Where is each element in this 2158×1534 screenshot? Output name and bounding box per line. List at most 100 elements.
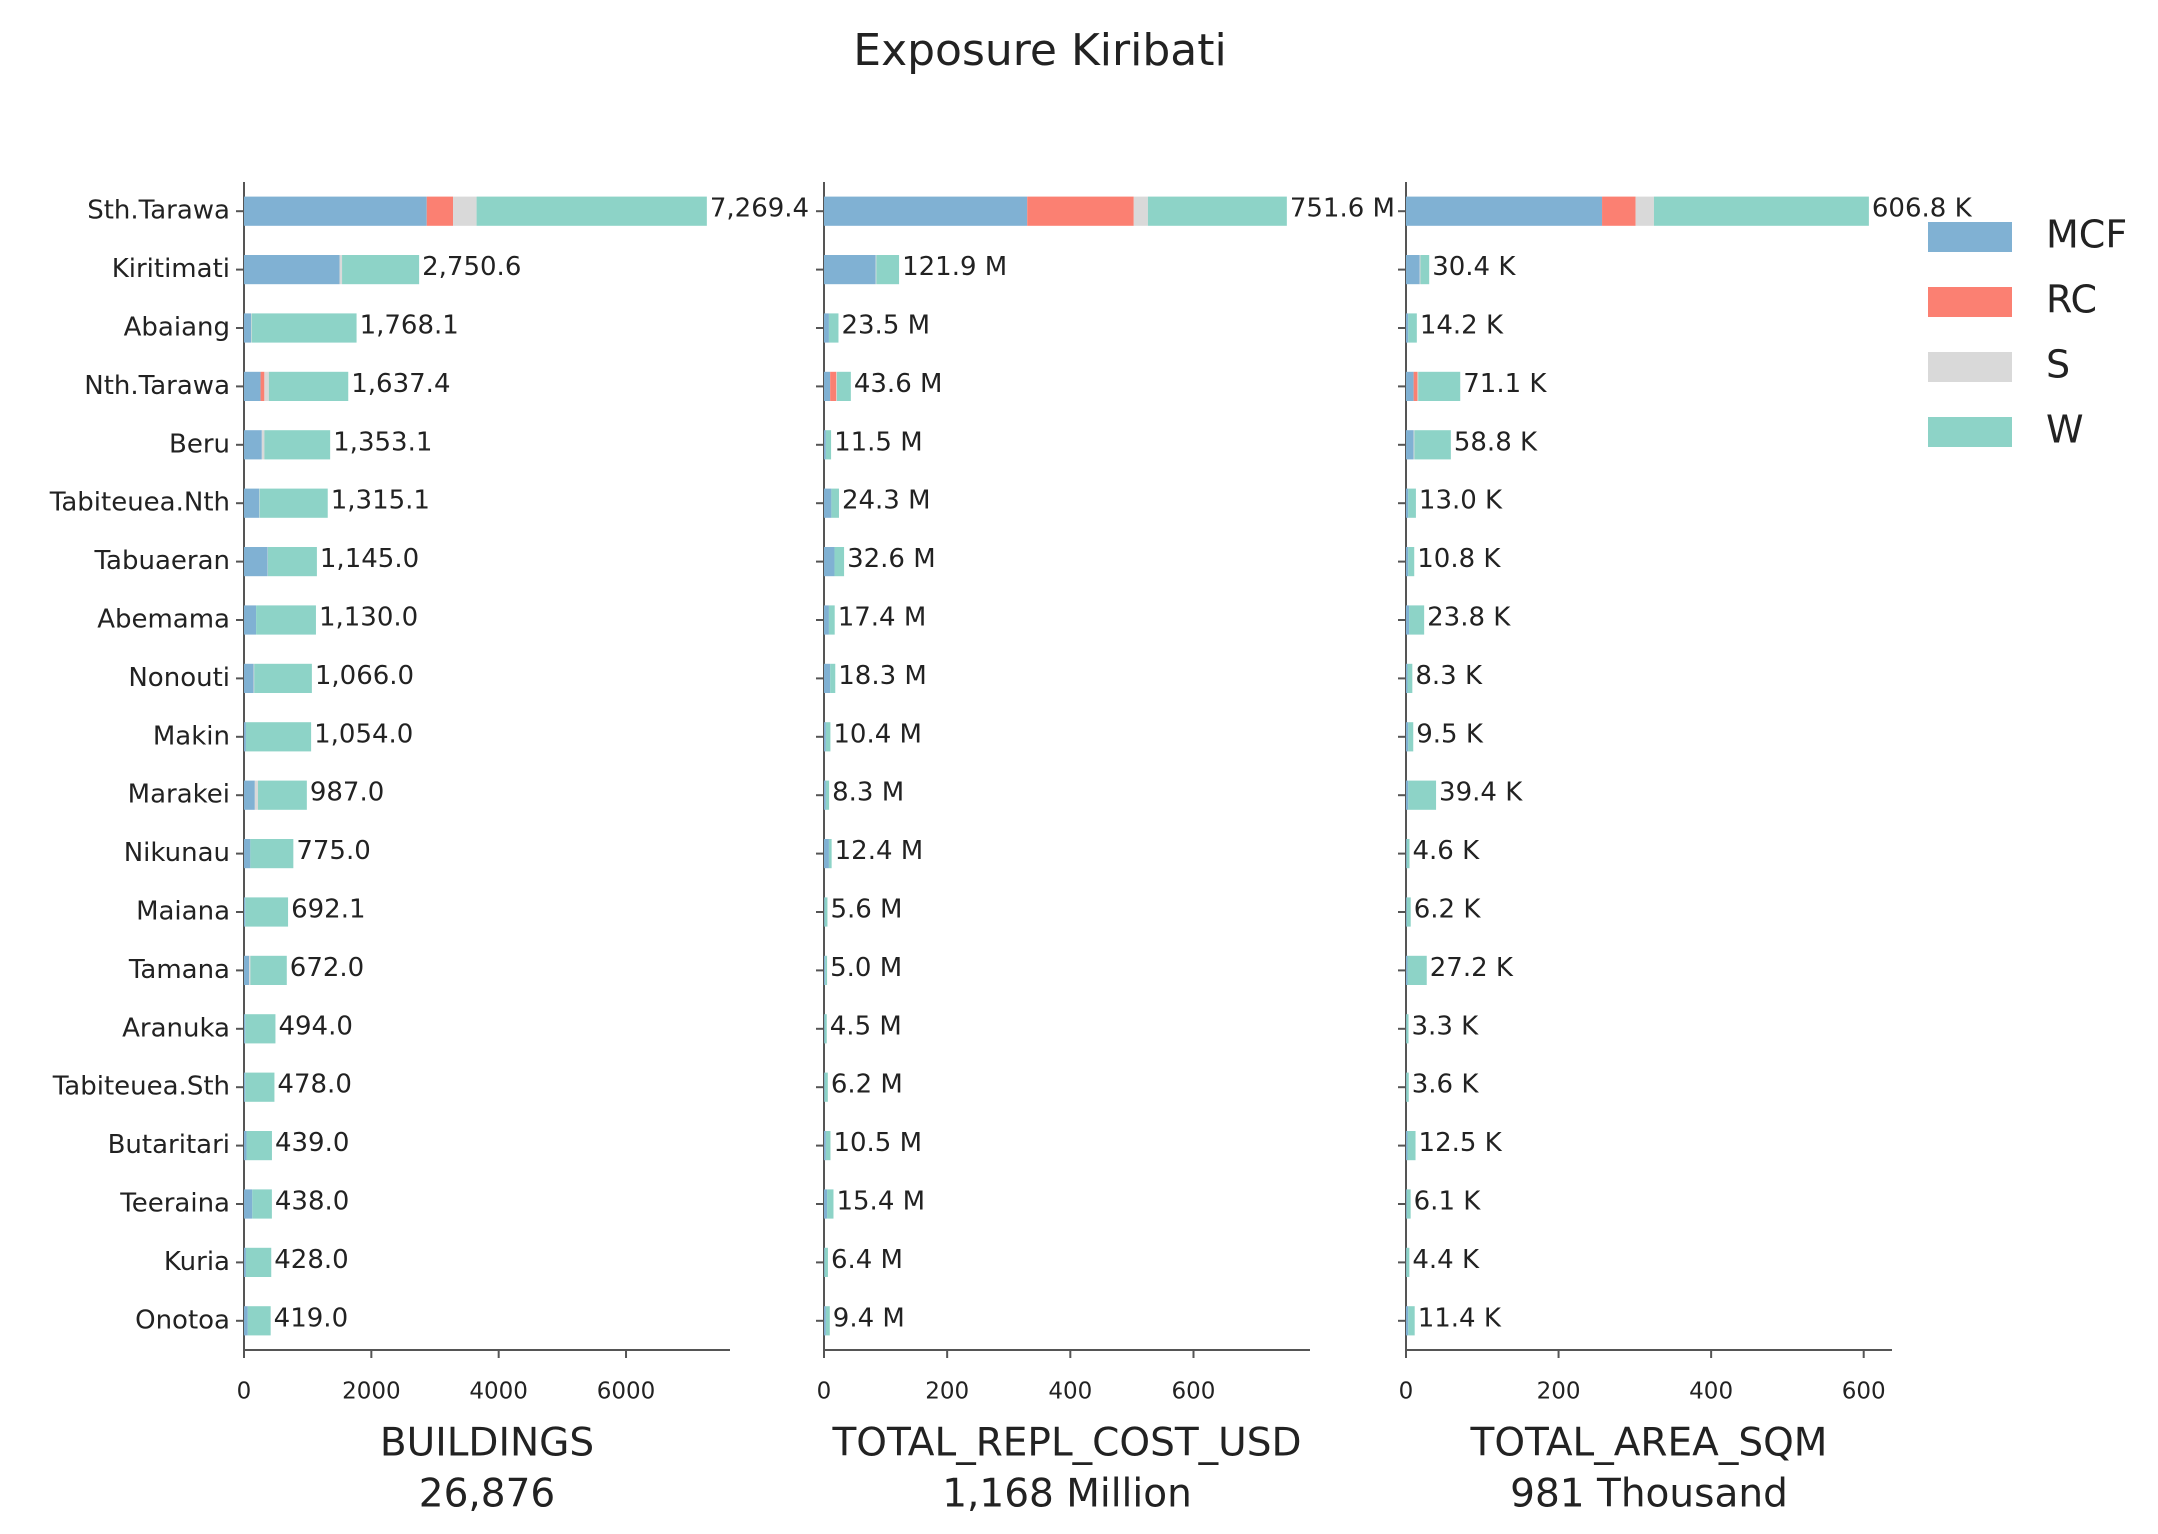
- x-tick-label: 600: [1172, 1379, 1216, 1405]
- legend-swatch: [1928, 287, 2012, 317]
- y-tick-label: Abaiang: [124, 313, 230, 343]
- bar-segment: [1147, 196, 1287, 226]
- bar-segment: [1406, 663, 1408, 693]
- bar-segment: [1602, 196, 1636, 226]
- x-axis-subtitle: 26,876: [419, 1472, 555, 1517]
- y-tick-label: Tabiteuea.Nth: [49, 488, 230, 518]
- legend-label: RC: [2046, 278, 2097, 322]
- total-label: 439.0: [275, 1128, 349, 1158]
- x-tick-label: 200: [1537, 1379, 1581, 1405]
- y-tick-label: Tamana: [128, 955, 230, 985]
- total-label: 2,750.6: [422, 252, 521, 282]
- total-label: 1,637.4: [351, 369, 450, 399]
- y-tick-label: Butaritari: [108, 1130, 230, 1160]
- legend-swatch: [1928, 222, 2012, 252]
- bar-segment: [1409, 605, 1425, 635]
- total-label: 14.2 K: [1420, 311, 1504, 341]
- bar-segment: [258, 780, 307, 810]
- bar-segment: [825, 780, 830, 810]
- total-label: 71.1 K: [1463, 369, 1547, 399]
- total-label: 17.4 M: [838, 603, 927, 633]
- x-axis-subtitle: 981 Thousand: [1510, 1472, 1788, 1517]
- bar-segment: [1635, 196, 1654, 226]
- x-axis-label: TOTAL_REPL_COST_USD: [831, 1421, 1301, 1466]
- bar-segment: [824, 196, 1028, 226]
- total-label: 32.6 M: [847, 544, 936, 574]
- bar-segment: [268, 371, 349, 401]
- x-tick-label: 0: [1399, 1379, 1414, 1405]
- bar-segment: [264, 371, 269, 401]
- total-label: 1,768.1: [360, 311, 459, 341]
- bar-segment: [824, 488, 832, 518]
- total-label: 9.4 M: [833, 1303, 905, 1333]
- bar-segment: [245, 722, 312, 752]
- total-label: 438.0: [275, 1187, 349, 1217]
- bar-segment: [1407, 1131, 1416, 1161]
- x-axis-label: BUILDINGS: [380, 1421, 594, 1466]
- total-label: 10.8 K: [1417, 544, 1501, 574]
- bar-segment: [1408, 488, 1416, 518]
- bar-segment: [247, 1306, 271, 1336]
- bar-segment: [1420, 255, 1430, 285]
- bar-segment: [825, 430, 832, 460]
- legend-label: W: [2046, 408, 2084, 452]
- y-tick-label: Aranuka: [122, 1013, 230, 1043]
- bar-segment: [824, 897, 825, 927]
- total-label: 6.4 M: [831, 1245, 903, 1275]
- total-label: 1,130.0: [319, 603, 418, 633]
- bar-segment: [1408, 547, 1415, 577]
- bar-segment: [825, 1131, 831, 1161]
- bar-segment: [1406, 430, 1414, 460]
- bar-segment: [244, 1306, 248, 1336]
- legend-swatch: [1928, 352, 2012, 382]
- total-label: 751.6 M: [1290, 194, 1395, 224]
- x-axis-subtitle: 1,168 Million: [942, 1472, 1192, 1517]
- y-tick-label: Nonouti: [128, 663, 230, 693]
- total-label: 7,269.4: [710, 194, 809, 224]
- y-tick-label: Maiana: [136, 897, 230, 927]
- bar-segment: [244, 255, 340, 285]
- total-label: 478.0: [277, 1070, 351, 1100]
- total-label: 8.3 K: [1415, 661, 1483, 691]
- bar-segment: [824, 255, 876, 285]
- total-label: 9.5 K: [1416, 719, 1484, 749]
- bar-segment: [828, 313, 839, 343]
- total-label: 4.4 K: [1412, 1245, 1480, 1275]
- bar-segment: [244, 430, 262, 460]
- total-label: 4.6 K: [1413, 836, 1481, 866]
- bar-segment: [827, 1189, 834, 1219]
- bar-segment: [824, 1247, 828, 1277]
- bar-segment: [1406, 488, 1409, 518]
- bar-segment: [256, 605, 316, 635]
- bar-segment: [339, 255, 343, 285]
- bar-segment: [1406, 839, 1407, 869]
- bar-segment: [244, 1131, 247, 1161]
- total-label: 30.4 K: [1432, 252, 1516, 282]
- bar-segment: [1413, 430, 1415, 460]
- bar-segment: [1406, 313, 1409, 343]
- bar-segment: [244, 839, 251, 869]
- bar-segment: [824, 839, 829, 869]
- total-label: 18.3 M: [838, 661, 927, 691]
- bar-segment: [244, 488, 260, 518]
- total-label: 10.4 M: [833, 719, 922, 749]
- y-tick-label: Nth.Tarawa: [84, 371, 230, 401]
- bar-segment: [824, 605, 829, 635]
- bar-segment: [254, 780, 259, 810]
- y-tick-label: Kuria: [164, 1247, 230, 1277]
- bar-segment: [824, 313, 829, 343]
- total-label: 6.2 M: [831, 1070, 903, 1100]
- total-label: 775.0: [296, 836, 370, 866]
- x-axis-label: TOTAL_AREA_SQM: [1470, 1421, 1828, 1466]
- y-tick-label: Marakei: [128, 780, 230, 810]
- total-label: 1,066.0: [315, 661, 414, 691]
- bar-segment: [1133, 196, 1148, 226]
- bar-segment: [245, 1072, 275, 1102]
- total-label: 6.1 K: [1414, 1187, 1482, 1217]
- total-label: 39.4 K: [1439, 778, 1523, 808]
- bar-segment: [1406, 780, 1409, 810]
- bar-segment: [244, 780, 255, 810]
- bar-segment: [1406, 1189, 1411, 1219]
- bar-segment: [244, 371, 261, 401]
